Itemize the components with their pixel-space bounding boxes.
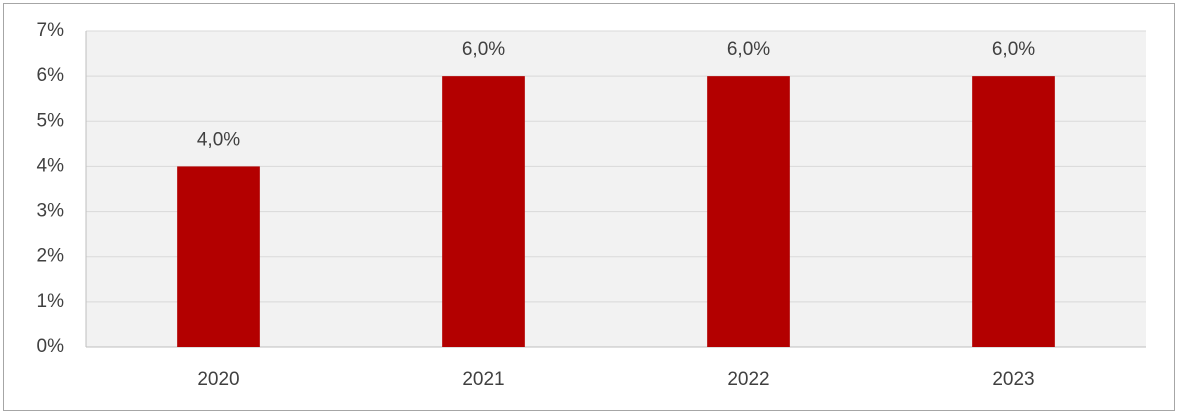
y-tick-label: 4% bbox=[37, 155, 65, 176]
y-tick-label: 5% bbox=[37, 110, 65, 131]
value-label: 6,0% bbox=[727, 39, 770, 60]
value-label: 6,0% bbox=[992, 39, 1035, 60]
value-label: 6,0% bbox=[462, 39, 505, 60]
bar bbox=[177, 166, 260, 347]
bar bbox=[972, 76, 1055, 348]
y-tick-label: 7% bbox=[37, 20, 65, 41]
x-tick-label: 2022 bbox=[727, 369, 769, 390]
y-tick-label: 0% bbox=[37, 336, 65, 357]
x-tick-label: 2021 bbox=[462, 369, 504, 390]
bar bbox=[707, 76, 790, 348]
x-tick-label: 2023 bbox=[992, 369, 1034, 390]
value-label: 4,0% bbox=[197, 129, 240, 150]
y-tick-label: 2% bbox=[37, 246, 65, 267]
bar bbox=[442, 76, 525, 348]
plot-area bbox=[86, 31, 1146, 347]
y-tick-label: 6% bbox=[37, 65, 65, 86]
y-tick-label: 1% bbox=[37, 291, 65, 312]
y-tick-label: 3% bbox=[37, 201, 65, 222]
x-tick-label: 2020 bbox=[197, 369, 239, 390]
